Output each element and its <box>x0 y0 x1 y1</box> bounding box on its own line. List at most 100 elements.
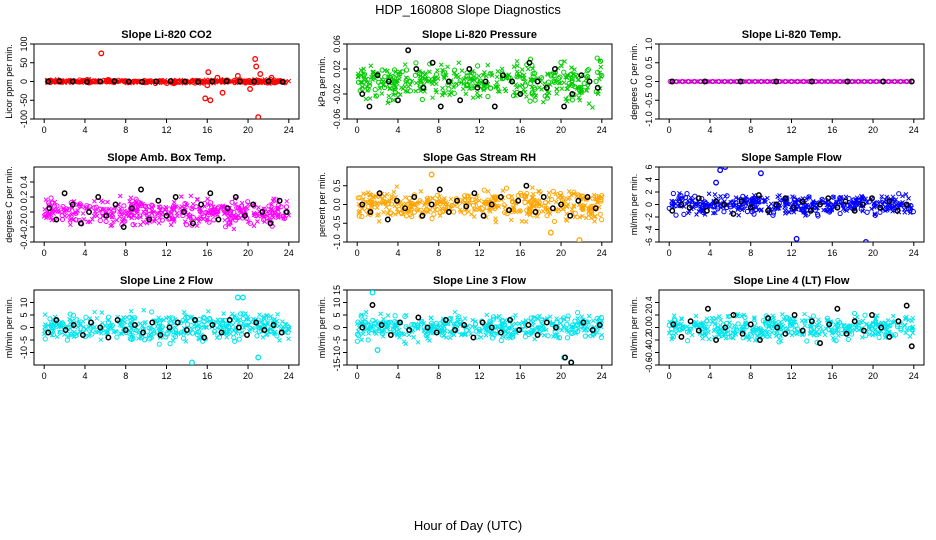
panel-title: Slope Gas Stream RH <box>423 152 536 164</box>
data-point <box>806 194 812 200</box>
reference-point <box>834 204 841 211</box>
reference-point <box>466 66 473 72</box>
reference-point <box>561 103 568 110</box>
y-tick-label: -15 <box>332 358 342 371</box>
data-point <box>580 203 586 209</box>
reference-point <box>773 78 780 85</box>
reference-point <box>499 72 506 79</box>
data-point <box>261 78 267 84</box>
data-point <box>548 196 555 203</box>
data-point <box>543 205 549 211</box>
data-point <box>798 203 804 209</box>
reference-point <box>428 201 435 208</box>
data-point <box>373 93 379 99</box>
panel-title: Slope Sample Flow <box>741 152 842 164</box>
data-point <box>121 203 127 209</box>
y-axis-label: ml/min per min. <box>4 297 14 359</box>
data-point <box>699 332 705 338</box>
reference-point <box>267 220 274 227</box>
data-point <box>679 325 685 331</box>
reference-point <box>678 201 685 208</box>
data-point <box>751 211 757 217</box>
outlier-point <box>214 74 221 81</box>
data-point <box>576 320 582 325</box>
reference-point <box>844 78 851 85</box>
data-point <box>49 217 55 223</box>
data-point <box>565 313 571 319</box>
data-point <box>511 64 517 70</box>
reference-point <box>69 78 76 85</box>
data-point <box>741 324 747 330</box>
data-point <box>475 63 481 69</box>
outlier-point <box>252 56 259 62</box>
reference-point <box>507 317 514 323</box>
data-point <box>483 73 489 79</box>
data-point <box>488 331 494 337</box>
x-tick-label: 0 <box>42 248 47 258</box>
reference-point <box>387 332 394 338</box>
reference-point <box>578 72 585 79</box>
data-point <box>476 207 482 213</box>
panel-title: Slope Li-820 Pressure <box>422 29 537 41</box>
data-point <box>903 330 909 336</box>
reference-point <box>596 322 603 328</box>
reference-point <box>687 318 694 325</box>
data-point <box>891 319 897 325</box>
x-tick-label: 16 <box>515 248 525 258</box>
data-point <box>499 76 506 82</box>
data-point <box>181 309 187 315</box>
data-point <box>699 206 705 212</box>
data-point <box>670 190 676 197</box>
reference-point <box>242 212 248 219</box>
reference-point <box>223 78 230 85</box>
data-point <box>863 333 869 339</box>
data-point <box>51 211 56 216</box>
data-point <box>406 84 411 89</box>
data-point <box>206 315 213 322</box>
reference-point <box>506 207 513 214</box>
data-point <box>371 195 377 200</box>
data-point <box>223 224 229 230</box>
reference-point <box>842 198 849 205</box>
outlier-point <box>255 354 262 361</box>
data-point <box>792 327 798 333</box>
data-point <box>379 330 385 335</box>
data-point <box>129 212 135 218</box>
data-point <box>56 207 61 213</box>
data-point <box>778 338 784 344</box>
points-layer <box>666 167 916 242</box>
reference-point <box>395 97 401 104</box>
data-point <box>126 210 132 216</box>
outlier-point <box>205 69 212 76</box>
data-point <box>531 315 537 321</box>
reference-point <box>405 47 412 54</box>
reference-point <box>877 204 884 211</box>
data-point <box>427 69 432 75</box>
data-point <box>96 329 101 335</box>
data-point <box>801 210 807 215</box>
data-point <box>520 323 526 329</box>
data-point <box>196 219 202 224</box>
points-layer <box>41 294 292 365</box>
data-point <box>573 330 579 336</box>
y-tick-label: 0.0 <box>332 198 342 211</box>
data-point <box>483 328 489 333</box>
reference-point <box>782 330 789 337</box>
data-point <box>391 189 397 195</box>
data-point <box>411 209 417 215</box>
data-point <box>864 322 869 327</box>
data-point <box>403 77 409 84</box>
data-point <box>466 209 472 215</box>
y-tick-label: -10 <box>19 346 29 359</box>
data-point <box>462 193 468 199</box>
data-point <box>244 79 250 85</box>
data-point <box>801 318 808 324</box>
reference-point <box>755 192 762 199</box>
data-point <box>417 199 422 205</box>
data-point <box>777 198 783 204</box>
data-point <box>360 84 365 90</box>
data-point <box>390 74 396 80</box>
data-point <box>105 326 111 332</box>
data-point <box>103 330 109 336</box>
reference-point <box>452 327 458 333</box>
